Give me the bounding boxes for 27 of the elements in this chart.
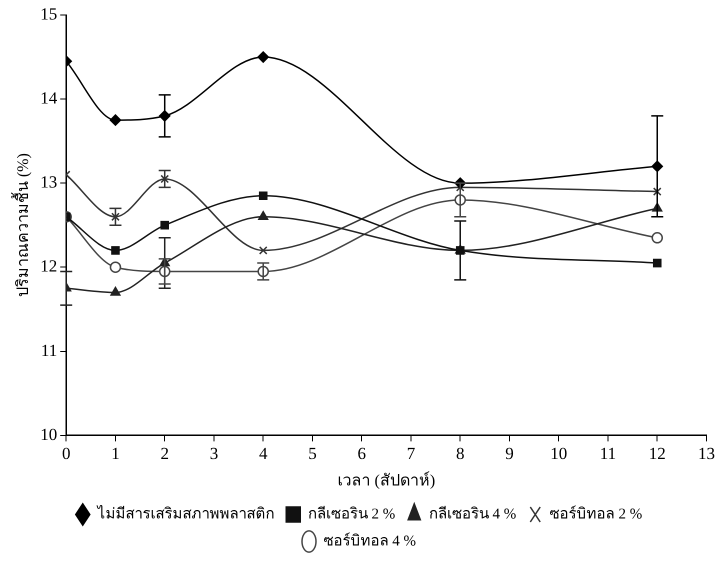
y-axis-title: ปริมาณความชื้น (%) [10, 153, 32, 298]
x-tick-label: 8 [456, 444, 464, 464]
x-axis-title: เวลา (สัปดาห์) [338, 470, 436, 490]
y-tick-label: 11 [40, 340, 58, 360]
x-tick-label: 9 [505, 444, 514, 464]
y-tick-label: 10 [40, 424, 58, 444]
x-tick-label: 10 [550, 444, 568, 464]
legend-label: ซอร์บิทอล 2 % [550, 505, 642, 522]
legend-label: ไม่มีสารเสริมสภาพพลาสติก [96, 504, 274, 522]
y-tick-label: 12 [40, 256, 58, 276]
x-tick-label: 5 [308, 444, 317, 464]
y-tick-label: 14 [40, 88, 58, 108]
y-tick-label: 15 [40, 4, 58, 24]
legend-label: กลีเซอริน 4 % [428, 505, 516, 522]
x-tick-label: 0 [62, 444, 70, 464]
legend-label: กลีเซอริน 2 % [308, 505, 396, 522]
x-tick-label: 6 [357, 444, 366, 464]
x-tick-label: 13 [698, 444, 715, 464]
y-tick-label: 13 [40, 172, 58, 192]
x-tick-label: 3 [210, 444, 218, 464]
x-tick-label: 1 [111, 444, 120, 464]
x-tick-label: 2 [160, 444, 169, 464]
x-tick-label: 11 [600, 444, 616, 464]
x-tick-label: 12 [648, 444, 666, 464]
legend-label: ซอร์บิทอล 4 % [324, 532, 416, 550]
x-tick-label: 7 [406, 444, 416, 464]
x-tick-label: 4 [258, 444, 268, 464]
